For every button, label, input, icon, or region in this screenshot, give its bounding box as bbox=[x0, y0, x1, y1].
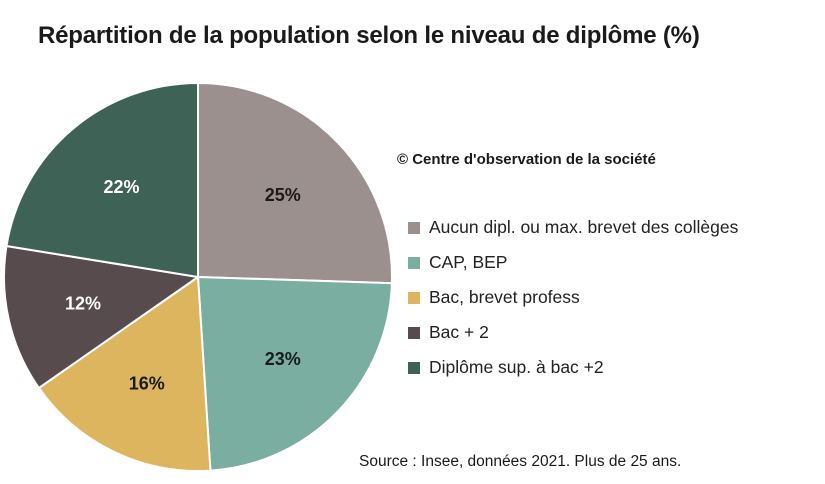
legend-swatch bbox=[408, 221, 420, 234]
legend-swatch bbox=[408, 361, 420, 374]
source-note: Source : Insee, données 2021. Plus de 25… bbox=[359, 453, 682, 470]
legend-swatch bbox=[408, 291, 420, 304]
legend-item-bac-2: Bac + 2 bbox=[408, 315, 738, 350]
slice-data-label: 12% bbox=[65, 293, 101, 313]
legend-label: Aucun dipl. ou max. brevet des collèges bbox=[429, 217, 739, 237]
legend-swatch bbox=[408, 326, 420, 339]
pie-slice-bac-brevet-profess bbox=[37, 275, 212, 472]
legend-label: Bac, brevet profess bbox=[429, 287, 580, 307]
slice-data-label: 22% bbox=[103, 177, 139, 197]
copyright-notice: © Centre d'observation de la société bbox=[397, 151, 656, 168]
legend-swatch bbox=[408, 256, 420, 269]
legend-label: CAP, BEP bbox=[429, 252, 508, 272]
legend-item-diplome-sup-a-bac-2: Diplôme sup. à bac +2 bbox=[408, 350, 738, 385]
legend-label: Bac + 2 bbox=[429, 322, 489, 342]
legend-item-aucun-dipl-ou-max-brevet-des-colleges: Aucun dipl. ou max. brevet des collèges bbox=[408, 210, 738, 245]
pie-slice-aucun-dipl-ou-max-brevet-des-colleges bbox=[197, 81, 393, 285]
chart-title: Répartition de la population selon le ni… bbox=[38, 22, 700, 49]
slice-data-label: 25% bbox=[265, 185, 301, 205]
legend-label: Diplôme sup. à bac +2 bbox=[429, 357, 604, 377]
pie-slice-bac-2 bbox=[3, 244, 201, 390]
legend-item-cap-bep: CAP, BEP bbox=[408, 245, 738, 280]
slice-data-label: 16% bbox=[129, 373, 165, 393]
pie-slice-cap-bep bbox=[196, 275, 393, 472]
pie-slice-diplome-sup-a-bac-2 bbox=[5, 81, 199, 279]
slice-data-label: 23% bbox=[265, 349, 301, 369]
legend-item-bac-brevet-profess: Bac, brevet profess bbox=[408, 280, 738, 315]
chart-legend: Aucun dipl. ou max. brevet des collèges C… bbox=[408, 210, 738, 385]
